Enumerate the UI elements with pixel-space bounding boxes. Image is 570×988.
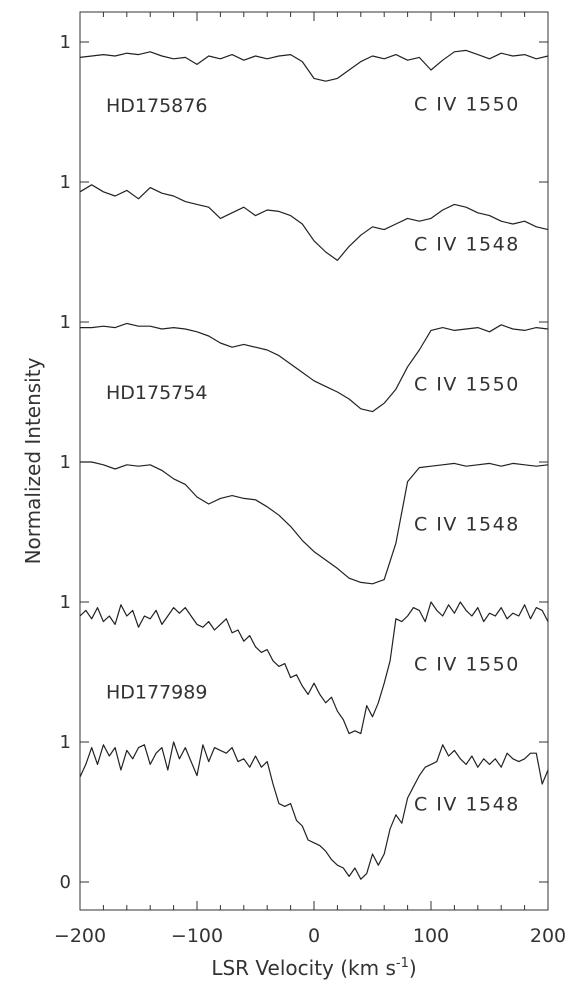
x-axis-label: LSR Velocity (km s-1)	[211, 956, 416, 980]
star-label: HD175876	[106, 95, 207, 117]
spectrum-line-3	[80, 322, 549, 413]
tick-marks	[79, 12, 549, 910]
spectrum-line-5	[79, 601, 549, 735]
star-label: HD175754	[106, 382, 207, 404]
y-tick-label: 1	[60, 592, 71, 613]
tick-labels: −200 −100 0 100 200 0 1 1 1 1 1 1	[54, 32, 566, 947]
line-label: C IV 1550	[414, 654, 520, 676]
spectrum-line-6	[79, 741, 549, 880]
x-tick-label: −200	[54, 925, 106, 947]
y-tick-label: 1	[60, 732, 71, 753]
spectral-lines	[79, 49, 549, 880]
line-label: C IV 1548	[414, 794, 520, 816]
y-tick-label: 1	[60, 452, 71, 473]
x-tick-label: −100	[171, 925, 223, 947]
y-axis-label: Normalized Intensity	[21, 357, 45, 564]
y-tick-label: 1	[60, 172, 71, 193]
y-tick-label: 1	[60, 312, 71, 333]
line-label: C IV 1548	[414, 234, 520, 256]
line-label: C IV 1550	[414, 94, 520, 116]
line-labels: C IV 1550 C IV 1548 C IV 1550 C IV 1548 C IV…	[414, 94, 520, 816]
y-tick-label: 0	[60, 872, 71, 893]
spectrum-line-1	[79, 49, 549, 82]
x-tick-label: 0	[308, 925, 320, 947]
star-labels: HD175876 HD175754 HD177989	[106, 95, 207, 704]
spectrum-line-4	[80, 461, 549, 585]
line-label: C IV 1548	[414, 514, 520, 536]
x-tick-label: 200	[530, 925, 566, 947]
spectrum-line-2	[79, 184, 549, 261]
x-tick-label: 100	[413, 925, 449, 947]
star-label: HD177989	[106, 682, 207, 704]
y-tick-label: 1	[60, 32, 71, 53]
line-label: C IV 1550	[414, 374, 520, 396]
plot-frame	[79, 11, 549, 911]
